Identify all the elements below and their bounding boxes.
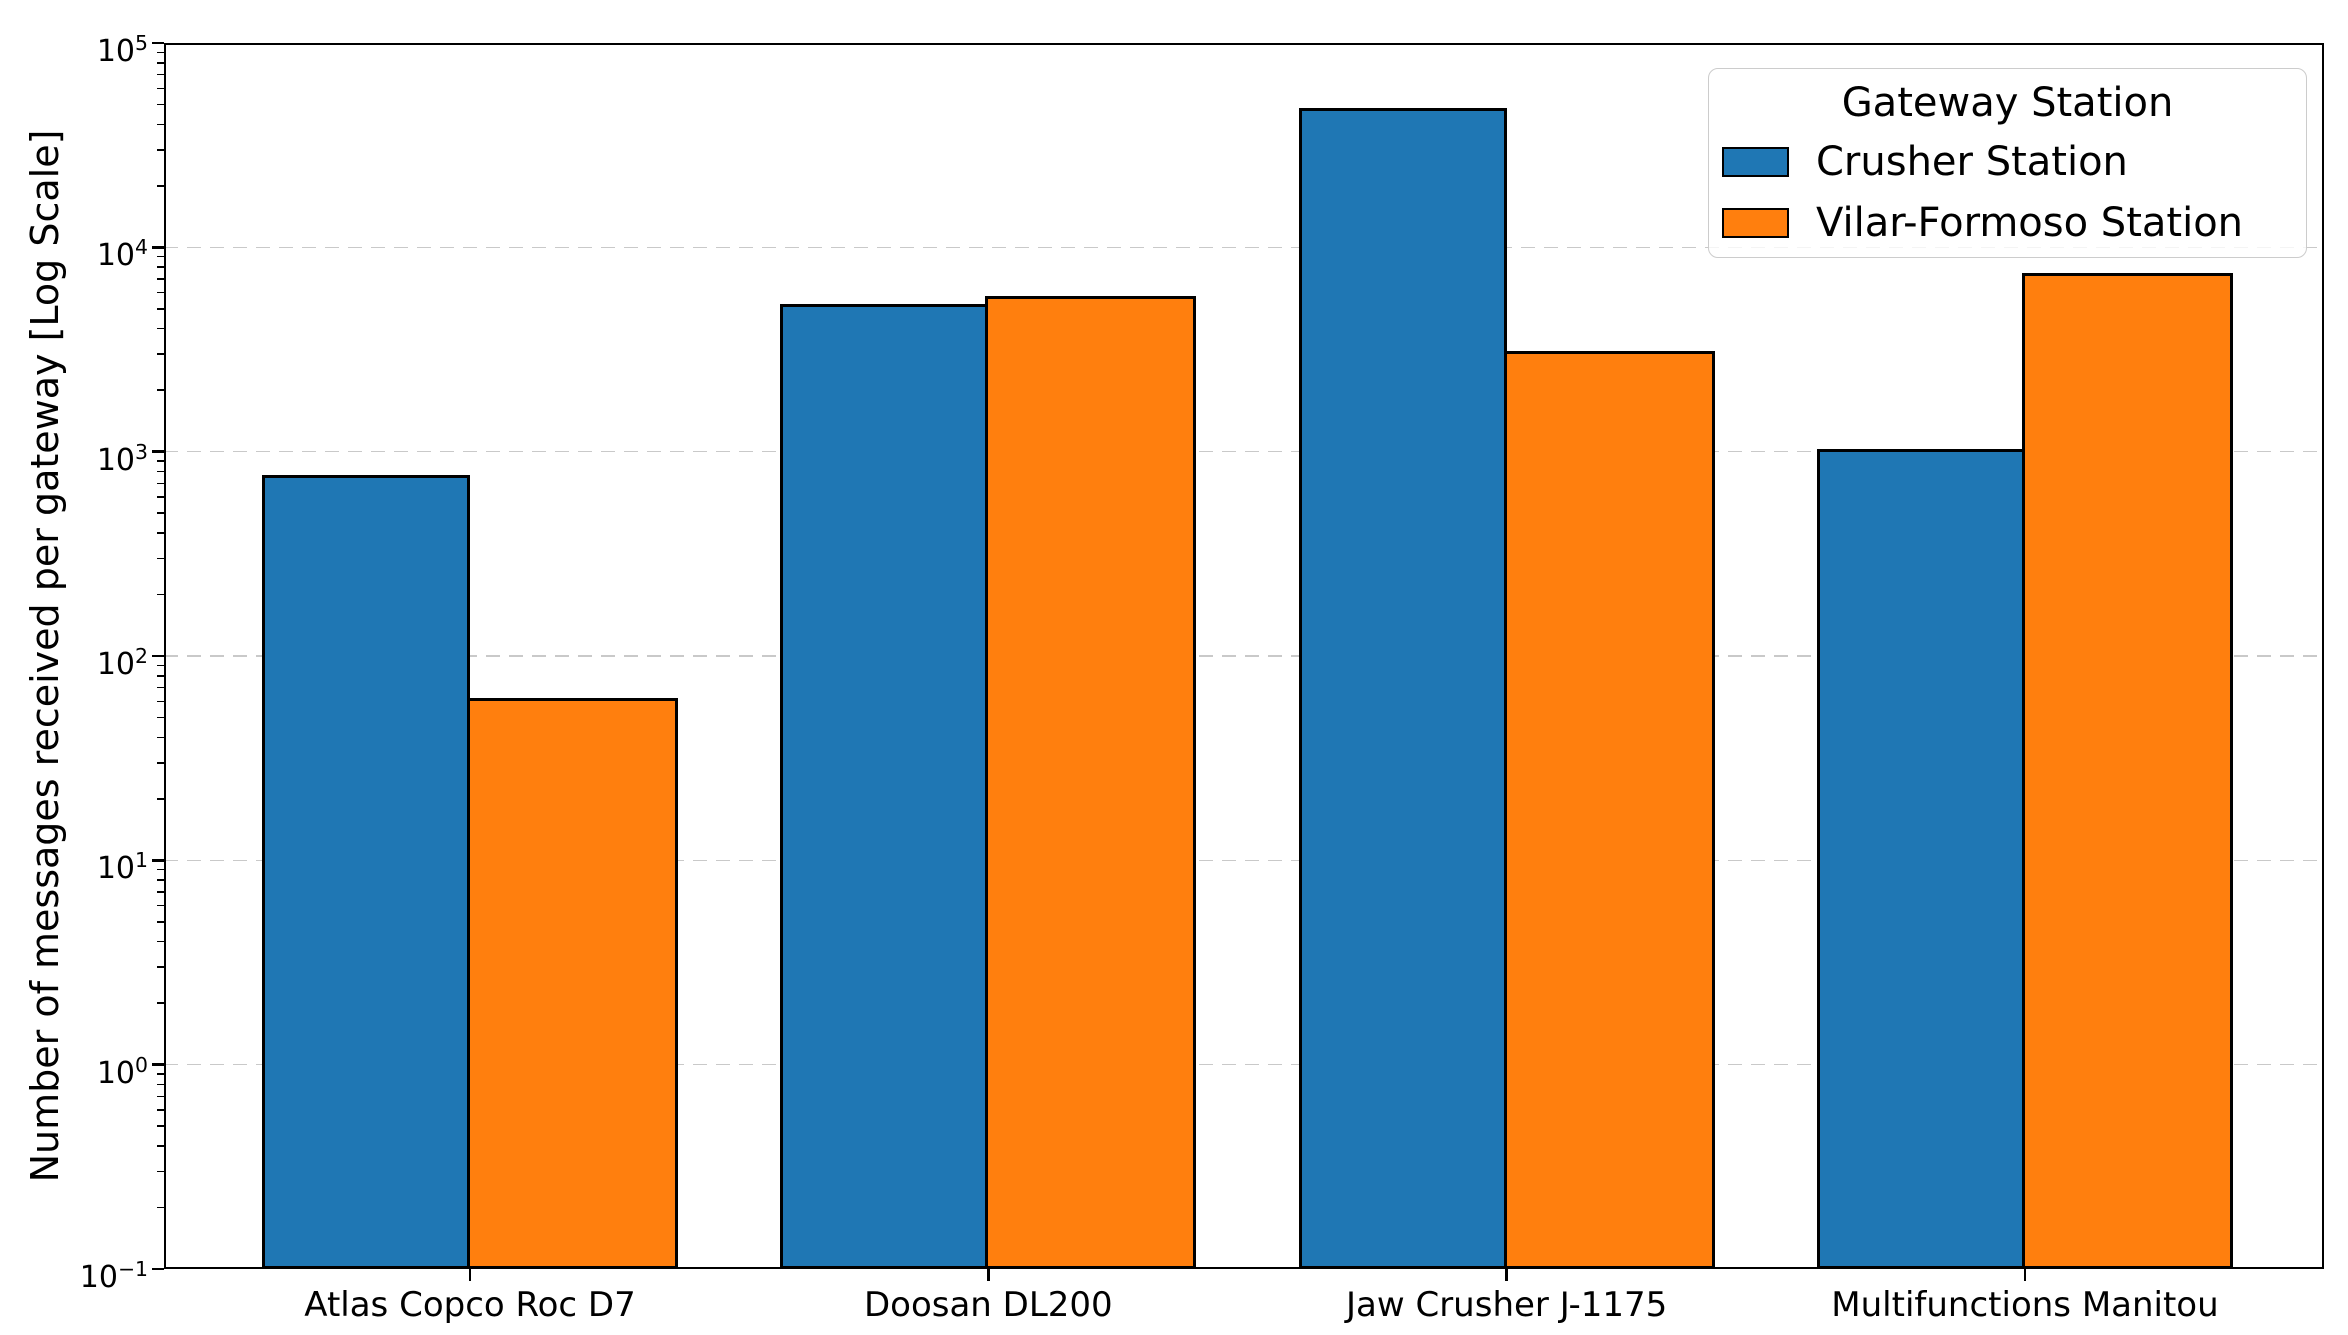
y-minor-tick bbox=[157, 460, 164, 462]
bar-crusher-station-4 bbox=[1816, 449, 2025, 1269]
legend-title: Gateway Station bbox=[1841, 80, 2174, 126]
legend: Gateway Station Crusher Station Vilar-Fo… bbox=[1708, 68, 2307, 258]
y-minor-tick bbox=[157, 51, 164, 54]
y-tick-label: 101 bbox=[96, 848, 148, 887]
y-major-tick bbox=[152, 1063, 164, 1066]
gridline bbox=[164, 1063, 2324, 1066]
x-tick-label: Jaw Crusher J-1175 bbox=[1345, 1285, 1668, 1325]
y-minor-tick bbox=[157, 255, 164, 258]
y-tick-label: 102 bbox=[96, 644, 148, 682]
y-minor-tick bbox=[157, 470, 164, 473]
y-minor-tick bbox=[157, 1206, 164, 1209]
y-minor-tick bbox=[157, 798, 164, 800]
y-minor-tick bbox=[157, 1145, 164, 1147]
legend-label: Vilar-Formoso Station bbox=[1816, 200, 2244, 246]
y-minor-tick bbox=[157, 308, 164, 310]
gridline bbox=[164, 246, 2324, 249]
gridline bbox=[164, 655, 2324, 657]
y-minor-tick bbox=[157, 904, 164, 907]
y-minor-tick bbox=[157, 1095, 164, 1098]
x-tick bbox=[2023, 1269, 2027, 1281]
bar-vilar-formoso-station-4 bbox=[2021, 272, 2233, 1269]
y-minor-tick bbox=[157, 149, 164, 151]
y-minor-tick bbox=[157, 62, 164, 64]
y-minor-tick bbox=[157, 879, 164, 881]
y-minor-tick bbox=[157, 891, 164, 893]
y-minor-tick bbox=[157, 966, 164, 968]
y-minor-tick bbox=[157, 1083, 164, 1086]
y-minor-tick bbox=[157, 278, 164, 280]
y-minor-tick bbox=[157, 736, 164, 739]
gridline bbox=[164, 450, 2324, 453]
y-minor-tick bbox=[157, 593, 164, 596]
y-minor-tick bbox=[157, 1109, 164, 1111]
y-minor-tick bbox=[157, 1170, 164, 1173]
y-minor-tick bbox=[157, 664, 164, 667]
x-tick bbox=[468, 1269, 472, 1281]
y-tick-label: 103 bbox=[96, 439, 148, 478]
y-major-tick bbox=[152, 246, 164, 249]
y-minor-tick bbox=[157, 185, 164, 187]
y-minor-tick bbox=[157, 675, 164, 677]
y-minor-tick bbox=[157, 73, 164, 76]
y-minor-tick bbox=[157, 266, 164, 268]
y-minor-tick bbox=[157, 87, 164, 90]
y-tick-label: 10−1 bbox=[79, 1257, 148, 1295]
bar-crusher-station-2 bbox=[780, 303, 989, 1269]
y-minor-tick bbox=[157, 512, 164, 514]
y-minor-tick bbox=[157, 1002, 164, 1004]
legend-swatch-vilar-formoso-station bbox=[1722, 208, 1789, 238]
bar-crusher-station-1 bbox=[262, 474, 470, 1269]
y-minor-tick bbox=[157, 496, 164, 498]
y-major-tick bbox=[152, 654, 164, 658]
y-minor-tick bbox=[157, 353, 164, 355]
y-major-tick bbox=[152, 859, 164, 862]
y-minor-tick bbox=[157, 327, 164, 330]
gridline bbox=[164, 859, 2324, 862]
legend-swatch-crusher-station bbox=[1722, 147, 1789, 177]
bar-vilar-formoso-station-3 bbox=[1503, 351, 1715, 1269]
y-minor-tick bbox=[157, 557, 164, 560]
y-minor-tick bbox=[157, 103, 164, 106]
bar-crusher-station-3 bbox=[1298, 108, 1507, 1269]
legend-item-crusher-station: Crusher Station bbox=[1722, 138, 2128, 186]
y-tick-label: 105 bbox=[96, 31, 148, 69]
y-major-tick bbox=[152, 1267, 164, 1271]
x-tick bbox=[987, 1269, 990, 1281]
legend-label: Crusher Station bbox=[1816, 139, 2128, 185]
y-minor-tick bbox=[157, 389, 164, 391]
y-minor-tick bbox=[157, 686, 164, 689]
bar-vilar-formoso-station-1 bbox=[467, 698, 678, 1269]
y-minor-tick bbox=[157, 762, 164, 764]
y-minor-tick bbox=[157, 291, 164, 294]
x-tick-label: Doosan DL200 bbox=[863, 1285, 1113, 1325]
y-minor-tick bbox=[157, 482, 164, 485]
y-minor-tick bbox=[157, 716, 164, 719]
y-tick-label: 100 bbox=[96, 1052, 148, 1091]
legend-item-vilar-formoso-station: Vilar-Formoso Station bbox=[1722, 199, 2243, 247]
y-major-tick bbox=[152, 41, 164, 45]
y-major-tick bbox=[152, 450, 164, 453]
y-tick-label: 104 bbox=[96, 235, 148, 274]
bar-vilar-formoso-station-2 bbox=[985, 295, 1197, 1269]
y-minor-tick bbox=[157, 532, 164, 534]
y-minor-tick bbox=[157, 921, 164, 923]
y-minor-tick bbox=[157, 123, 164, 126]
x-tick-label: Multifunctions Manitou bbox=[1831, 1285, 2219, 1325]
y-minor-tick bbox=[157, 700, 164, 703]
x-tick-label: Atlas Copco Roc D7 bbox=[304, 1285, 636, 1325]
y-minor-tick bbox=[157, 940, 164, 943]
y-minor-tick bbox=[157, 1073, 164, 1075]
x-tick bbox=[1505, 1269, 1508, 1281]
y-minor-tick bbox=[157, 1125, 164, 1127]
y-minor-tick bbox=[157, 868, 164, 871]
